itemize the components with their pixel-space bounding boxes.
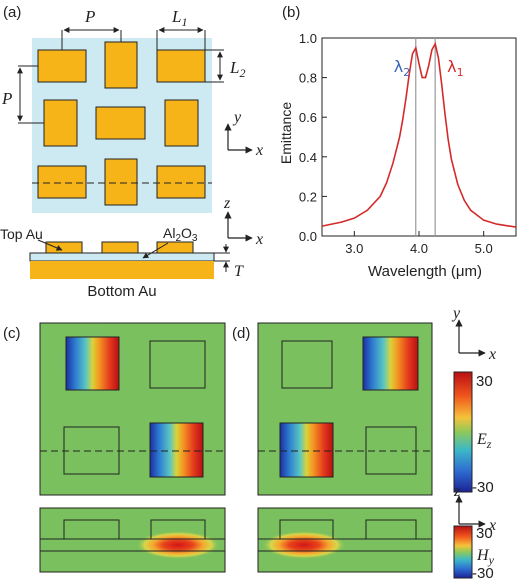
resonator-8 bbox=[105, 159, 137, 205]
resonator-3 bbox=[157, 50, 205, 82]
al2o3-layer bbox=[30, 253, 214, 261]
svg-text:Ez: Ez bbox=[476, 431, 492, 451]
panel-label-a: (a) bbox=[3, 4, 21, 21]
y-tick-label-3: 0.6 bbox=[299, 110, 317, 125]
thickness-label: T bbox=[234, 263, 244, 280]
al2o3-label: Al2O3 bbox=[163, 225, 198, 244]
axes-cd-xy: y x bbox=[451, 305, 496, 363]
top-au-block-1 bbox=[46, 242, 82, 253]
y-tick-label-5: 1.0 bbox=[299, 31, 317, 46]
chart-x-label: Wavelength (μm) bbox=[368, 263, 482, 280]
x-tick-label-1: 4.0 bbox=[410, 241, 428, 256]
panel-d-ez-map bbox=[258, 323, 432, 495]
x-tick-label-0: 3.0 bbox=[345, 241, 363, 256]
marker-label-1: λ2 bbox=[394, 57, 410, 79]
dim-l1-label: L bbox=[171, 7, 181, 26]
chart-y-label: Emittance bbox=[278, 102, 294, 164]
colorbar-ez-min: -30 bbox=[472, 479, 494, 496]
axis-a-z-label: z bbox=[223, 195, 231, 212]
axis-a-x-label: x bbox=[255, 142, 263, 159]
chart-frame bbox=[322, 38, 516, 236]
panel-c-ez-map bbox=[40, 322, 225, 495]
resonator-c-active-1 bbox=[66, 337, 119, 390]
resonator-7 bbox=[38, 166, 86, 198]
colorbar-ez-name: E bbox=[476, 431, 487, 448]
dim-t: T bbox=[214, 244, 244, 280]
resonator-5 bbox=[96, 107, 145, 139]
dim-l2-label: L bbox=[229, 58, 239, 77]
dim-l2-sub: 2 bbox=[239, 66, 245, 80]
y-tick-label-1: 0.2 bbox=[299, 189, 317, 204]
bottom-au-layer bbox=[30, 261, 214, 279]
panel-label-c: (c) bbox=[3, 325, 21, 342]
colorbar-ez-max: 30 bbox=[476, 373, 493, 390]
panel-c-hy-map bbox=[40, 508, 225, 572]
colorbar-ez: 30 Ez -30 bbox=[454, 372, 494, 496]
x-tick-label-2: 5.0 bbox=[475, 241, 493, 256]
axis-cd-y-label: y bbox=[451, 305, 461, 322]
colorbar-hy-min: -30 bbox=[472, 565, 494, 581]
panel-a-cross-section bbox=[30, 242, 214, 279]
colorbar-hy-max: 30 bbox=[476, 525, 493, 542]
axes-a-xz: z x bbox=[223, 195, 263, 248]
axis-cd-x-label: x bbox=[488, 346, 496, 363]
top-au-block-2 bbox=[102, 242, 138, 253]
resonator-d-active-1 bbox=[363, 337, 418, 390]
colorbar-hy: 30 Hy -30 bbox=[454, 525, 495, 581]
svg-text:L2: L2 bbox=[229, 58, 245, 80]
resonator-d-active-2 bbox=[280, 423, 333, 477]
resonator-6 bbox=[165, 100, 198, 146]
axis-cd-z-label: z bbox=[453, 483, 461, 500]
resonator-c-active-2 bbox=[150, 423, 203, 477]
resonator-2 bbox=[105, 42, 137, 88]
bottom-au-label: Bottom Au bbox=[87, 283, 156, 300]
axis-a-y-label: y bbox=[232, 109, 242, 126]
resonator-9 bbox=[157, 166, 205, 198]
panel-label-d: (d) bbox=[232, 325, 250, 342]
dim-p-left-label: P bbox=[1, 89, 12, 108]
series-line-1 bbox=[322, 44, 516, 227]
colorbar-ez-sub: z bbox=[486, 437, 492, 451]
y-tick-label-4: 0.8 bbox=[299, 71, 317, 86]
panel-a-top-view bbox=[32, 38, 212, 213]
dim-p-top-label: P bbox=[84, 7, 95, 26]
marker-label-2: λ1 bbox=[447, 57, 463, 79]
dim-l1-sub: 1 bbox=[181, 15, 187, 29]
top-au-label: Top Au bbox=[0, 226, 43, 242]
emittance-chart: 0.0 0.2 0.4 0.6 0.8 1.0 3.0 4.0 5.0 λ2 λ1 bbox=[299, 31, 516, 256]
resonator-4 bbox=[44, 100, 77, 146]
axis-a-x2-label: x bbox=[255, 231, 263, 248]
svg-text:Hy: Hy bbox=[476, 547, 495, 567]
svg-text:L1: L1 bbox=[171, 7, 187, 29]
panel-d-hy-map bbox=[258, 508, 432, 572]
panel-label-b: (b) bbox=[282, 4, 300, 21]
y-tick-label-0: 0.0 bbox=[299, 229, 317, 244]
axes-a-xy: y x bbox=[228, 109, 263, 159]
resonator-1 bbox=[38, 50, 86, 82]
y-tick-label-2: 0.4 bbox=[299, 150, 317, 165]
